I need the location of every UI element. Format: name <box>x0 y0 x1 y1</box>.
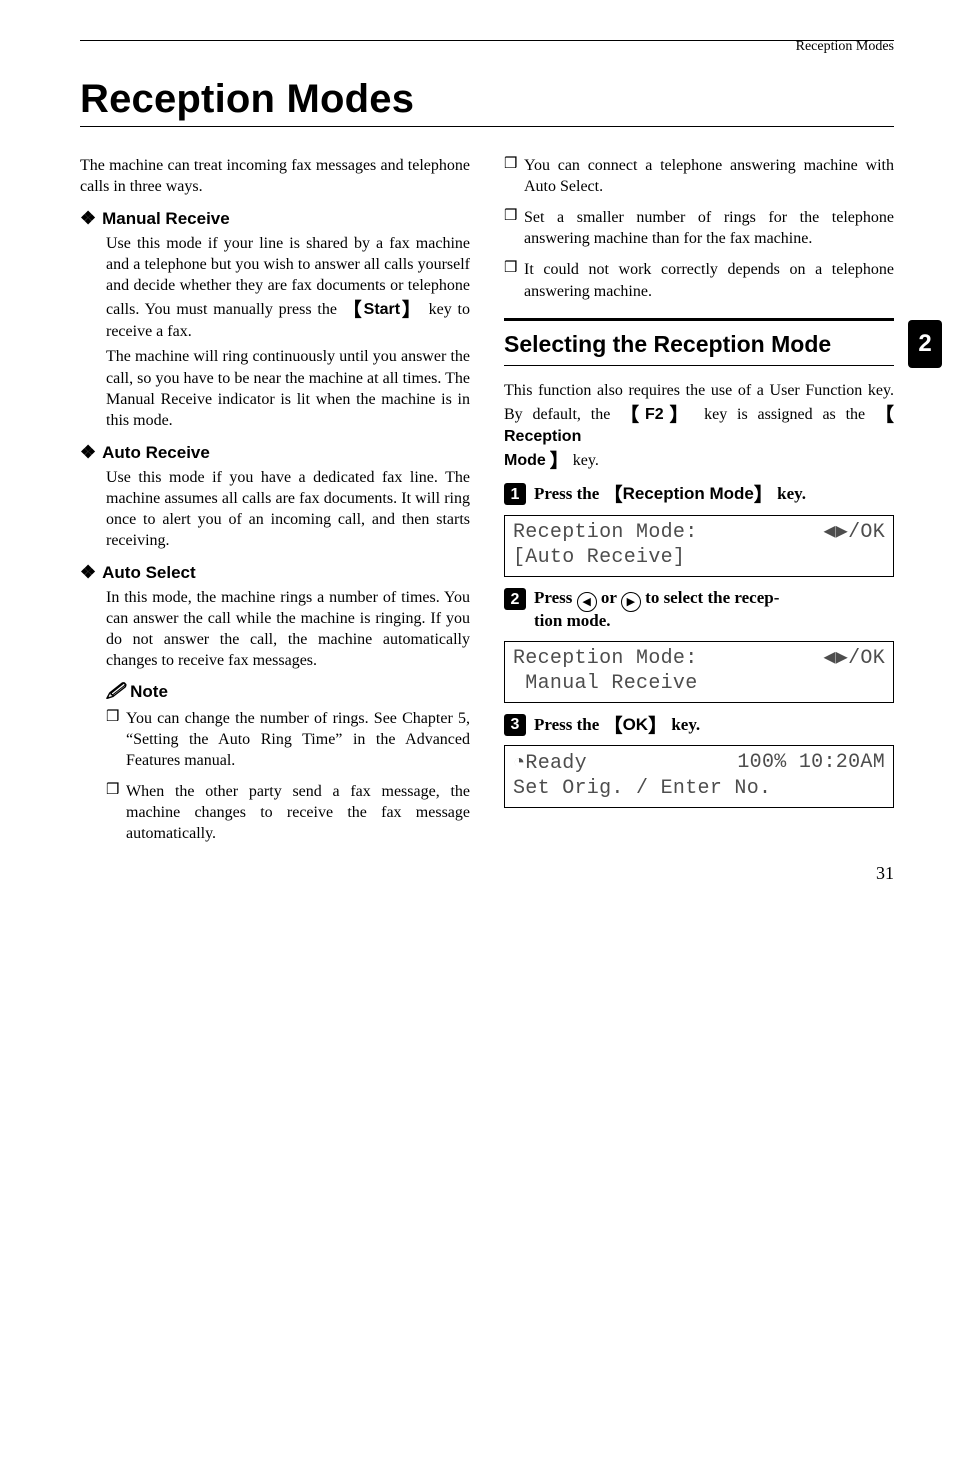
body-text: In this mode, the machine rings a number… <box>106 587 470 671</box>
lcd-text: Reception Mode: <box>513 520 698 545</box>
lcd-text: ◔Ready <box>513 750 587 776</box>
bullet-text: You can connect a telephone answering ma… <box>524 155 894 197</box>
text-run: key. <box>569 452 599 469</box>
left-column: The machine can treat incoming fax messa… <box>80 155 470 854</box>
text-run: key. <box>667 715 700 734</box>
list-item: ❒ It could not work correctly depends on… <box>504 259 894 301</box>
lcd-text: ◀▶/OK <box>823 520 885 545</box>
step-text: Press the 【OK】 key. <box>534 713 700 738</box>
step-text: Press the 【Reception Mode】 key. <box>534 482 806 507</box>
bullet-text: You can change the number of rings. See … <box>126 708 470 771</box>
key-reception: Reception <box>504 428 581 445</box>
bullet-text: When the other party send a fax message,… <box>126 781 470 844</box>
bullet-icon: ❒ <box>504 259 524 301</box>
step-text: Press ◀ or ▶ to select the recep- <box>534 587 779 610</box>
bullet-icon: ❒ <box>106 781 126 844</box>
lcd-text: [Auto Receive] <box>513 545 685 570</box>
list-item: ❒ Set a smaller number of rings for the … <box>504 207 894 249</box>
section-bar: Selecting the Reception Mode <box>504 318 894 366</box>
list-item: ❒ You can change the number of rings. Se… <box>106 708 470 771</box>
note-label: Note <box>130 682 168 701</box>
bracket-open-icon: 【 <box>620 405 645 426</box>
list-item: ❒ You can connect a telephone answering … <box>504 155 894 197</box>
lcd-text: Reception Mode: <box>513 646 698 671</box>
key-ok: OK <box>623 715 649 734</box>
lcd-display: Reception Mode: ◀▶/OK [Auto Receive] <box>504 515 894 577</box>
body-text: Use this mode if you have a dedicated fa… <box>106 467 470 551</box>
key-start: Start <box>364 301 400 318</box>
pencil-icon: 🖉 <box>106 682 124 701</box>
bracket-close-icon: 】 <box>754 485 773 506</box>
bracket-open-icon: 【 <box>604 485 623 506</box>
heading-auto-receive: ❖ Auto Receive <box>80 441 470 465</box>
lcd-text: Manual Receive <box>513 671 698 696</box>
page-title: Reception Modes <box>80 77 894 122</box>
text-run: or <box>597 588 621 607</box>
step-3: 3 Press the 【OK】 key. ◔Ready 100% 10:20AM… <box>504 713 894 809</box>
chapter-tab: 2 <box>908 320 942 368</box>
left-arrow-icon: ◀ <box>577 592 597 612</box>
text-run: Press <box>534 588 577 607</box>
key-f2: F2 <box>645 406 664 423</box>
key-reception-mode: Reception Mode <box>623 484 754 503</box>
bracket-close-icon: 】 <box>550 451 569 472</box>
ready-ring-icon: ◔ <box>513 751 525 773</box>
diamond-icon: ❖ <box>80 562 96 582</box>
lcd-text: ◀▶/OK <box>823 646 885 671</box>
heading-manual-receive: ❖ Manual Receive <box>80 207 470 231</box>
bullet-icon: ❒ <box>504 155 524 197</box>
bullet-text: Set a smaller number of rings for the te… <box>524 207 894 249</box>
lcd-text: 100% 10:20AM <box>737 750 885 776</box>
page-number: 31 <box>876 863 894 884</box>
heading-label: Auto Select <box>102 563 196 582</box>
lcd-text: Set Orig. / Enter No. <box>513 776 771 801</box>
text-run: to select the recep- <box>641 588 779 607</box>
lcd-display: ◔Ready 100% 10:20AM Set Orig. / Enter No. <box>504 745 894 808</box>
running-head: Reception Modes <box>80 39 894 55</box>
step-2: 2 Press ◀ or ▶ to select the recep- tion… <box>504 587 894 703</box>
step-number-icon: 2 <box>504 588 526 610</box>
body-text: Use this mode if your line is shared by … <box>106 233 470 343</box>
title-rule <box>80 126 894 127</box>
bracket-open-icon: 【 <box>604 716 623 737</box>
heading-auto-select: ❖ Auto Select <box>80 561 470 585</box>
list-item: ❒ When the other party send a fax messag… <box>106 781 470 844</box>
step-text-continued: tion mode. <box>534 610 894 632</box>
step-number-icon: 3 <box>504 714 526 736</box>
bracket-close-icon: 】 <box>664 405 695 426</box>
diamond-icon: ❖ <box>80 208 96 228</box>
right-column: ❒ You can connect a telephone answering … <box>504 155 894 854</box>
note-heading: 🖉 Note <box>106 681 470 703</box>
bullet-text: It could not work correctly depends on a… <box>524 259 894 301</box>
heading-label: Manual Receive <box>102 209 230 228</box>
bullet-icon: ❒ <box>106 708 126 771</box>
bracket-open-icon: 【 <box>875 405 894 426</box>
bullet-icon: ❒ <box>504 207 524 249</box>
text-run: key. <box>773 484 806 503</box>
bracket-open-icon: 【 <box>343 300 364 321</box>
step-1: 1 Press the 【Reception Mode】 key. Recept… <box>504 482 894 577</box>
section-title: Selecting the Reception Mode <box>504 329 894 359</box>
bracket-close-icon: 】 <box>648 716 667 737</box>
text-run: key is assigned as the <box>694 406 875 423</box>
key-mode: Mode <box>504 452 546 469</box>
intro-text: The machine can treat incoming fax messa… <box>80 155 470 197</box>
body-text: This function also requires the use of a… <box>504 380 894 472</box>
body-text: The machine will ring continuously until… <box>106 346 470 430</box>
right-arrow-icon: ▶ <box>621 592 641 612</box>
lcd-display: Reception Mode: ◀▶/OK Manual Receive <box>504 641 894 703</box>
diamond-icon: ❖ <box>80 442 96 462</box>
bracket-close-icon: 】 <box>400 300 423 321</box>
text-run: Press the <box>534 715 604 734</box>
text-run: Press the <box>534 484 604 503</box>
heading-label: Auto Receive <box>102 443 210 462</box>
step-number-icon: 1 <box>504 483 526 505</box>
